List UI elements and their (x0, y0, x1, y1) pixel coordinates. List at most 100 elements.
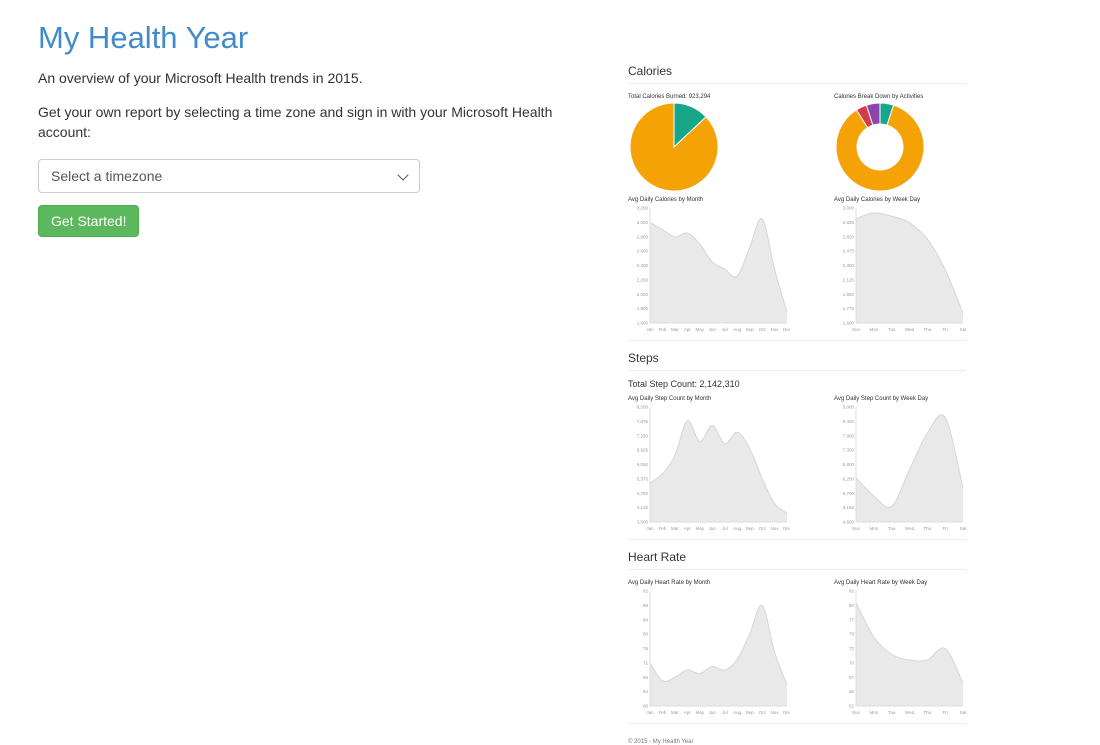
steps-by-weekday-title: Avg Daily Step Count by Week Day (834, 396, 929, 402)
svg-text:64: 64 (643, 689, 649, 694)
svg-text:Feb: Feb (659, 327, 667, 332)
intro-panel: My Health Year An overview of your Micro… (38, 20, 583, 237)
svg-text:Oct: Oct (759, 526, 767, 531)
svg-text:Aug: Aug (733, 526, 742, 531)
steps-section: Steps Total Step Count: 2,142,310 Avg Da… (628, 351, 966, 540)
calories-by-weekday-title: Avg Daily Calories by Week Day (834, 197, 921, 203)
svg-text:6,625: 6,625 (637, 448, 649, 453)
svg-text:Jan: Jan (646, 327, 654, 332)
svg-text:Apr: Apr (684, 710, 692, 715)
svg-text:1,800: 1,800 (637, 306, 649, 311)
heart-rate-section: Heart Rate Avg Daily Heart Rate by Month… (628, 550, 966, 724)
svg-text:82: 82 (849, 589, 855, 594)
timezone-select[interactable]: Select a timezone (38, 158, 420, 193)
svg-text:92: 92 (643, 589, 649, 594)
heart-rate-by-month-chart: 60 64 68 72 76 80 84 88 92 Jan Feb Mar Apr May Jun Jul A… (628, 587, 790, 717)
svg-text:Aug: Aug (733, 327, 742, 332)
svg-text:Sep: Sep (746, 526, 755, 531)
svg-text:2,400: 2,400 (637, 263, 649, 268)
svg-text:Sun: Sun (852, 327, 861, 332)
svg-text:Sat: Sat (960, 526, 966, 531)
svg-text:62: 62 (849, 704, 855, 709)
svg-text:May: May (696, 710, 705, 715)
svg-text:9,000: 9,000 (843, 405, 855, 410)
calories-total-pie-chart (628, 101, 790, 195)
report-footer: © 2015 - My Health Year (628, 739, 694, 745)
svg-text:77: 77 (849, 617, 855, 622)
svg-text:3,000: 3,000 (843, 206, 855, 211)
svg-text:Jan: Jan (646, 526, 654, 531)
svg-text:Mar: Mar (671, 526, 679, 531)
steps-by-weekday-chart: 4,600 5,150 5,700 6,250 6,800 7,350 7,900 8,450… (834, 403, 966, 533)
svg-text:7,350: 7,350 (843, 448, 855, 453)
svg-text:Sun: Sun (852, 526, 861, 531)
svg-text:2,300: 2,300 (843, 263, 855, 268)
svg-text:May: May (696, 327, 705, 332)
svg-text:Jun: Jun (709, 327, 717, 332)
heart-rate-by-month-title: Avg Daily Heart Rate by Month (628, 580, 711, 586)
svg-text:72: 72 (643, 660, 649, 665)
svg-text:Tue: Tue (888, 710, 896, 715)
svg-text:Oct: Oct (759, 710, 767, 715)
svg-text:84: 84 (643, 617, 649, 622)
get-started-button[interactable]: Get Started! (38, 204, 140, 237)
svg-text:4,600: 4,600 (843, 520, 855, 525)
svg-text:Jan: Jan (646, 710, 654, 715)
svg-text:Fri: Fri (943, 526, 948, 531)
svg-text:2,600: 2,600 (637, 249, 649, 254)
svg-text:Dec: Dec (783, 327, 790, 332)
calories-by-month-chart: 1,600 1,800 2,000 2,200 2,400 2,600 2,800 3,000… (628, 204, 790, 334)
svg-text:7,875: 7,875 (637, 419, 649, 424)
timezone-select-wrapper: Select a timezone (38, 158, 420, 193)
svg-text:Mon: Mon (869, 710, 878, 715)
total-step-count: Total Step Count: 2,142,310 (628, 379, 740, 389)
svg-text:Jun: Jun (709, 710, 717, 715)
svg-text:6,000: 6,000 (637, 462, 649, 467)
calories-section: Calories Total Calories Burned: 923,294 … (628, 64, 966, 341)
svg-text:Sep: Sep (746, 327, 755, 332)
svg-text:5,150: 5,150 (843, 505, 855, 510)
section-header-heart-rate: Heart Rate (628, 550, 966, 570)
svg-text:Sat: Sat (960, 710, 966, 715)
svg-text:Wed: Wed (905, 526, 915, 531)
svg-text:1,950: 1,950 (843, 292, 855, 297)
svg-text:Feb: Feb (659, 526, 667, 531)
report-panel: Calories Total Calories Burned: 923,294 … (628, 64, 966, 745)
heart-rate-by-weekday-chart: 62 65 67 70 72 75 77 80 82 Sun Mon Tue Wed Thu Fri Sat (834, 587, 966, 717)
svg-text:7,900: 7,900 (843, 433, 855, 438)
svg-text:Mar: Mar (671, 710, 679, 715)
svg-text:6,800: 6,800 (843, 462, 855, 467)
svg-text:Thu: Thu (923, 526, 931, 531)
svg-text:2,200: 2,200 (637, 277, 649, 282)
svg-text:75: 75 (849, 632, 855, 637)
svg-text:May: May (696, 526, 705, 531)
steps-by-month-chart: 3,500 4,125 4,750 5,375 6,000 6,625 7,250 7,875… (628, 403, 790, 533)
svg-text:Sep: Sep (746, 710, 755, 715)
svg-text:2,800: 2,800 (637, 234, 649, 239)
svg-text:Aug: Aug (733, 710, 742, 715)
svg-text:Mar: Mar (671, 327, 679, 332)
svg-text:2,475: 2,475 (843, 249, 855, 254)
svg-text:1,775: 1,775 (843, 306, 855, 311)
svg-text:88: 88 (643, 603, 649, 608)
svg-text:7,250: 7,250 (637, 433, 649, 438)
svg-text:Jul: Jul (722, 710, 728, 715)
svg-text:65: 65 (849, 689, 855, 694)
svg-text:4,125: 4,125 (637, 505, 649, 510)
svg-text:5,700: 5,700 (843, 491, 855, 496)
svg-text:4,750: 4,750 (637, 491, 649, 496)
svg-text:Tue: Tue (888, 327, 896, 332)
svg-text:Thu: Thu (923, 710, 931, 715)
svg-text:Nov: Nov (771, 710, 780, 715)
svg-text:Jul: Jul (722, 526, 728, 531)
svg-text:2,825: 2,825 (843, 220, 855, 225)
svg-text:Jul: Jul (722, 327, 728, 332)
svg-text:67: 67 (849, 675, 855, 680)
svg-text:Thu: Thu (923, 327, 931, 332)
svg-text:3,000: 3,000 (637, 220, 649, 225)
svg-text:5,375: 5,375 (637, 476, 649, 481)
svg-text:70: 70 (849, 660, 855, 665)
svg-text:Mon: Mon (869, 526, 878, 531)
svg-text:1,600: 1,600 (843, 321, 855, 326)
svg-text:Sun: Sun (852, 710, 861, 715)
